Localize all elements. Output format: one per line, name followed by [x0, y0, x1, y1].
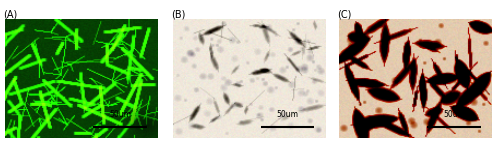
- Text: (A): (A): [4, 9, 18, 19]
- Text: 50um: 50um: [109, 110, 131, 119]
- Text: 50um: 50um: [443, 110, 465, 119]
- Text: (C): (C): [338, 9, 352, 19]
- Text: (B): (B): [171, 9, 186, 19]
- Text: 50um: 50um: [276, 110, 298, 119]
